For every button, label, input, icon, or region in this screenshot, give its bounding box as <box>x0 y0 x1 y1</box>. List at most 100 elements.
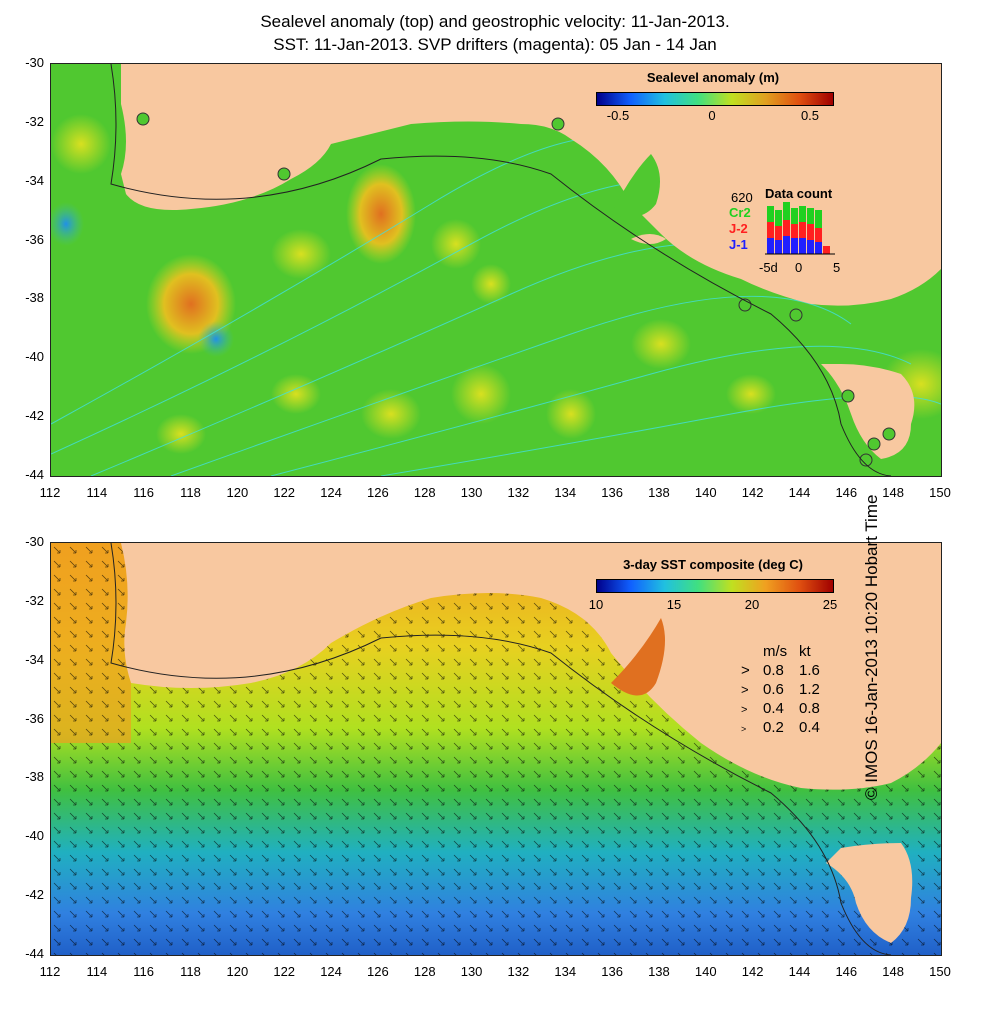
sla-lon-tick: 120 <box>226 485 249 500</box>
imos-credit: © IMOS 16-Jan-2013 10:20 Hobart Time <box>862 494 881 800</box>
sst-lon-tick: 130 <box>460 964 483 979</box>
data-count-xtick-3: 5 <box>833 260 841 275</box>
sla-lon-tick: 136 <box>601 485 623 500</box>
data-count-xtick-2: 0 <box>795 260 803 275</box>
velocity-legend-kt-1: 1.6 <box>799 662 820 679</box>
data-count-title: Data count <box>765 186 833 201</box>
velocity-legend-ms-2: 0.6 <box>763 681 784 698</box>
velocity-legend-kt-2: 1.2 <box>799 681 820 698</box>
data-count-xtick-1: -5d <box>759 260 778 275</box>
sst-lat-tick: -38 <box>25 769 44 785</box>
sla-lon-tick: 128 <box>413 485 436 500</box>
sla-lat-tick: -36 <box>25 231 44 247</box>
velocity-legend-header-kt: kt <box>799 643 811 660</box>
sst-lon-tick: 112 <box>39 964 61 979</box>
sst-lat-tick: -34 <box>25 651 44 667</box>
velocity-legend-header-ms: m/s <box>763 643 788 660</box>
sla-lon-tick: 116 <box>133 485 155 500</box>
sst-lat-tick: -42 <box>25 887 44 903</box>
sla-lon-tick: 134 <box>554 485 577 500</box>
sst-colorbar-title: 3-day SST composite (deg C) <box>623 557 803 572</box>
sst-colorbar-tick-3: 20 <box>744 597 760 612</box>
velocity-legend-kt-4: 0.4 <box>799 719 820 736</box>
sst-lon-tick: 126 <box>367 964 389 979</box>
sla-lon-tick: 144 <box>788 485 811 500</box>
sla-lat-tick: -40 <box>25 349 44 365</box>
sla-lat-tick: -32 <box>25 113 44 129</box>
sla-lon-tick: 112 <box>39 485 61 500</box>
sst-lon-tick: 114 <box>86 964 108 979</box>
data-count-bars <box>765 202 835 255</box>
sla-lat-tick: -38 <box>25 290 44 306</box>
velocity-legend-ms-4: 0.2 <box>763 719 784 736</box>
sst-lon-tick: 140 <box>694 964 717 979</box>
sst-map-canvas <box>51 543 941 955</box>
sst-lon-tick: 122 <box>273 964 296 979</box>
sst-lat-tick: -36 <box>25 710 44 726</box>
sst-lat-tick: -44 <box>25 946 44 961</box>
sla-lon-tick: 138 <box>648 485 670 500</box>
title-line-2: SST: 11-Jan-2013. SVP drifters (magenta)… <box>273 35 717 54</box>
velocity-legend-ms-1: 0.8 <box>763 662 784 679</box>
sla-colorbar <box>596 92 834 106</box>
data-count-inset: Data count 620 Cr2 J-2 J-1 <box>727 184 857 284</box>
sla-lon-tick: 148 <box>882 485 904 500</box>
title-line-1: Sealevel anomaly (top) and geostrophic v… <box>260 12 730 31</box>
sst-colorbar <box>596 579 834 593</box>
sla-lon-tick: 122 <box>273 485 296 500</box>
sst-lon-tick: 118 <box>180 964 201 979</box>
sst-lat-tick: -30 <box>25 534 44 549</box>
sst-colorbar-tick-2: 15 <box>666 597 682 612</box>
sla-lon-tick: 142 <box>741 485 764 500</box>
shelf-break-line <box>110 64 892 476</box>
sla-lon-tick: 118 <box>180 485 201 500</box>
sla-colorbar-tick-1: -0.5 <box>606 108 630 123</box>
sst-lon-tick: 132 <box>507 964 530 979</box>
sst-lat-tick: -40 <box>25 828 44 844</box>
sla-anomaly-blobs <box>51 114 941 454</box>
sst-lon-tick: 148 <box>882 964 904 979</box>
sst-lon-tick: 138 <box>648 964 670 979</box>
sla-lon-tick: 146 <box>835 485 858 500</box>
sst-lon-tick: 144 <box>788 964 811 979</box>
sst-land <box>121 543 941 943</box>
sla-colorbar-tick-2: 0 <box>708 108 716 123</box>
sla-colorbar-tick-3: 0.5 <box>800 108 820 123</box>
sla-lat-tick: -42 <box>25 408 44 424</box>
data-count-max: 620 <box>731 190 753 205</box>
sla-lon-tick: 130 <box>460 485 483 500</box>
sla-colorbar-title: Sealevel anomaly (m) <box>646 70 780 85</box>
sla-lat-tick: -44 <box>25 467 44 482</box>
velocity-legend: m/s kt >0.8 1.6 >0.6 1.2 >0.4 0.8 >0.2 0.4 <box>741 643 820 736</box>
sst-colorbar-tick-4: 25 <box>822 597 838 612</box>
sla-lon-tick: 124 <box>320 485 342 500</box>
sst-lon-tick: 146 <box>835 964 858 979</box>
data-count-series-j2: J-2 <box>729 221 748 236</box>
sst-colorbar-tick-1: 10 <box>588 597 604 612</box>
sst-lon-tick: 120 <box>226 964 249 979</box>
sla-lon-tick: 114 <box>86 485 108 500</box>
sla-map-canvas <box>51 64 941 476</box>
sst-lon-tick: 136 <box>601 964 623 979</box>
sst-lon-tick: 142 <box>741 964 764 979</box>
data-count-series-cr2: Cr2 <box>729 205 751 220</box>
sst-lon-tick: 116 <box>133 964 155 979</box>
sla-lat-tick: -34 <box>25 172 44 188</box>
velocity-legend-ms-3: 0.4 <box>763 700 784 717</box>
sst-shelf-break-line <box>110 543 892 955</box>
sst-lon-tick: 150 <box>929 964 951 979</box>
velocity-legend-kt-3: 0.8 <box>799 700 820 717</box>
sst-lat-tick: -32 <box>25 592 44 608</box>
sla-lon-tick: 140 <box>694 485 717 500</box>
sst-lon-tick: 134 <box>554 964 577 979</box>
sla-lat-tick: -30 <box>25 55 44 70</box>
svp-drifter-markers <box>136 112 896 467</box>
sst-map: 3-day SST composite (deg C) 10 15 20 25 … <box>50 542 942 956</box>
sst-lon-tick: 128 <box>413 964 436 979</box>
sst-lon-tick: 124 <box>320 964 342 979</box>
data-count-series-j1: J-1 <box>729 237 748 252</box>
sla-lon-tick: 126 <box>367 485 389 500</box>
sea-level-anomaly-map: Sealevel anomaly (m) -0.5 0 0.5 Data cou… <box>50 63 942 477</box>
sla-lon-tick: 150 <box>929 485 951 500</box>
sla-lon-tick: 132 <box>507 485 530 500</box>
